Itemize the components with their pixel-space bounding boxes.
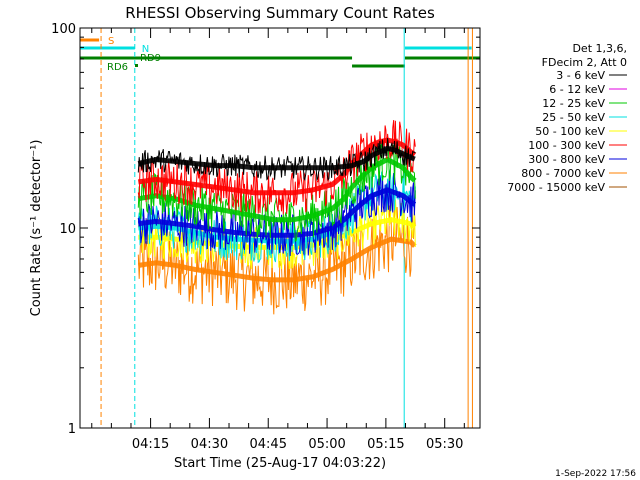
annotation-s: S (108, 36, 114, 47)
legend-label-2: 12 - 25 keV (542, 97, 605, 110)
series-3-6keV (137, 138, 416, 182)
x-tick-label-1: 04:30 (191, 437, 228, 452)
series-band-5 (137, 137, 417, 196)
legend-label-3: 25 - 50 keV (542, 111, 605, 124)
legend-label-7: 800 - 7000 keV (521, 167, 605, 180)
series-layer (137, 119, 417, 315)
legend-header-1: FDecim 2, Att 0 (542, 56, 627, 69)
annotation-n: N (142, 44, 149, 55)
x-axis-label: Start Time (25-Aug-17 04:03:22) (174, 456, 386, 471)
x-tick-label-3: 05:00 (308, 437, 345, 452)
legend-label-0: 3 - 6 keV (556, 69, 605, 82)
series-band-0 (137, 145, 416, 171)
rd6-marker (135, 64, 138, 67)
annotation-layer: S N RD6 RD9 (107, 36, 161, 73)
legend-label-4: 50 - 100 keV (535, 125, 605, 138)
series-100-300keV (137, 119, 417, 215)
x-tick-label-0: 04:15 (132, 437, 169, 452)
y-tick-label-2: 100 (51, 22, 76, 37)
y-tick-label-1: 10 (59, 222, 76, 237)
x-tick-label-2: 04:45 (250, 437, 287, 452)
legend-label-6: 300 - 800 keV (528, 153, 605, 166)
series-line-7 (137, 205, 416, 315)
x-tick-label-4: 05:15 (367, 437, 404, 452)
series-800-7000keV (137, 205, 417, 315)
y-tick-label-0: 1 (68, 422, 76, 437)
y-axis-label: Count Rate (s⁻¹ detector⁻¹) (29, 140, 44, 317)
footer-timestamp: 1-Sep-2022 17:56 (555, 469, 636, 479)
axes: 1 10 100 04:15 04:30 04:45 05:00 05:15 05:30 (51, 22, 480, 452)
series-band-7 (137, 236, 417, 283)
annotation-rd9: RD9 (140, 53, 161, 64)
legend-label-5: 100 - 300 keV (528, 139, 605, 152)
series-band-6 (137, 187, 417, 238)
legend-header-0: Det 1,3,6, (572, 42, 627, 55)
legend-label-8: 7000 - 15000 keV (507, 181, 605, 194)
chart-title: RHESSI Observing Summary Count Rates (125, 4, 435, 22)
legend-label-1: 6 - 12 keV (549, 83, 605, 96)
annotation-rd6: RD6 (107, 62, 128, 73)
x-tick-label-5: 05:30 (426, 437, 463, 452)
